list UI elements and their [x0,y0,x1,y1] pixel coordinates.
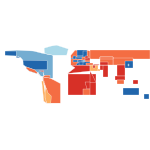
Polygon shape [44,45,68,55]
Polygon shape [133,80,138,84]
Polygon shape [23,60,47,70]
Polygon shape [83,51,87,57]
Polygon shape [85,82,90,88]
Polygon shape [5,51,21,58]
Polygon shape [71,62,90,65]
Polygon shape [79,62,82,65]
Polygon shape [76,57,82,59]
Polygon shape [82,88,90,95]
Polygon shape [77,56,87,57]
Polygon shape [123,88,139,95]
Polygon shape [100,65,108,70]
Polygon shape [100,58,133,65]
Polygon shape [78,60,82,62]
Polygon shape [79,60,83,62]
Polygon shape [115,76,125,80]
Polygon shape [71,50,90,65]
Polygon shape [93,65,95,68]
Polygon shape [93,64,100,65]
Polygon shape [43,77,46,88]
Polygon shape [90,65,98,71]
Polygon shape [73,56,76,59]
Polygon shape [26,67,39,74]
Polygon shape [40,71,44,72]
Polygon shape [77,50,87,56]
Polygon shape [90,50,150,59]
Polygon shape [125,61,133,68]
Polygon shape [85,58,90,60]
Polygon shape [144,94,149,99]
Polygon shape [38,73,43,77]
Polygon shape [73,60,78,62]
Polygon shape [100,57,112,65]
Polygon shape [85,56,88,58]
Polygon shape [71,58,73,59]
Polygon shape [117,65,125,76]
Polygon shape [42,81,47,103]
Polygon shape [86,63,93,65]
Polygon shape [43,75,50,78]
Polygon shape [78,60,82,62]
Polygon shape [128,64,129,66]
Polygon shape [68,65,90,74]
Polygon shape [82,60,85,62]
Polygon shape [100,57,112,65]
Polygon shape [117,80,124,84]
Polygon shape [68,74,96,95]
Polygon shape [90,71,96,82]
Polygon shape [103,65,108,77]
Polygon shape [45,88,51,103]
Polygon shape [43,77,60,103]
Polygon shape [100,62,108,65]
Polygon shape [98,69,100,71]
Polygon shape [100,57,112,59]
Polygon shape [5,50,53,78]
